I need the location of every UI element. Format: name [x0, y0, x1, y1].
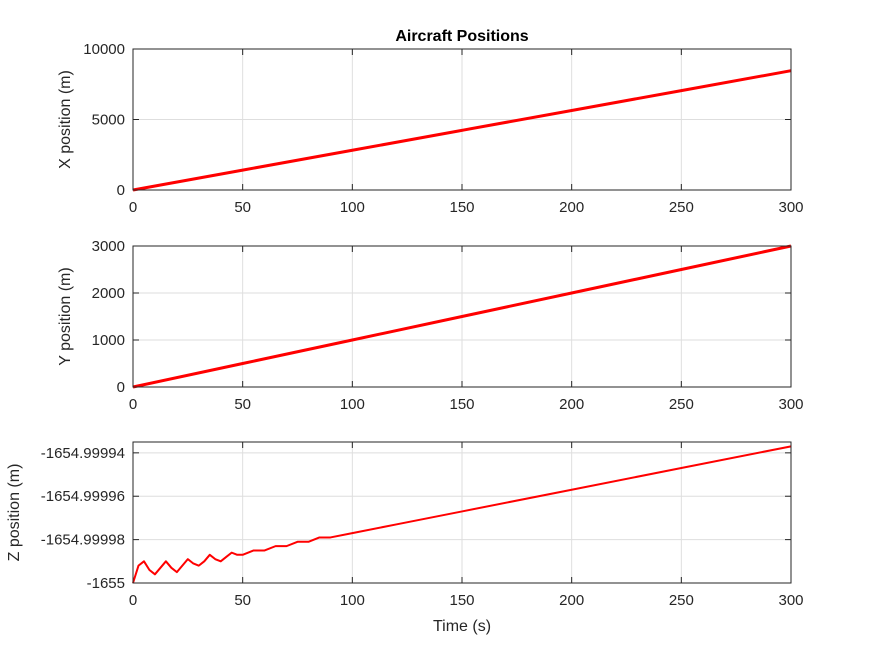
- x-tick-label: 0: [129, 592, 137, 609]
- x-tick-label: 50: [234, 592, 251, 609]
- x-tick-label: 300: [778, 199, 803, 216]
- x-tick-label: 50: [234, 199, 251, 216]
- y-tick-label: 5000: [92, 112, 125, 129]
- x-tick-label: 200: [559, 396, 584, 413]
- y-axis-label: Y position (m): [57, 267, 74, 365]
- x-tick-label: 250: [669, 199, 694, 216]
- x-tick-label: 0: [129, 199, 137, 216]
- x-axis-label: Time (s): [433, 618, 491, 635]
- y-tick-label: 0: [117, 182, 125, 199]
- x-tick-label: 250: [669, 396, 694, 413]
- y-axis-label: X position (m): [57, 70, 74, 169]
- x-tick-label: 0: [129, 396, 137, 413]
- x-tick-label: 150: [449, 396, 474, 413]
- x-tick-label: 200: [559, 592, 584, 609]
- y-tick-label: -1654.99994: [41, 445, 125, 462]
- chart-title: Aircraft Positions: [395, 28, 528, 45]
- series-line-0: [132, 244, 792, 389]
- y-tick-label: 2000: [92, 285, 125, 302]
- x-tick-label: 150: [449, 592, 474, 609]
- x-tick-label: 100: [340, 396, 365, 413]
- x-tick-label: 300: [778, 592, 803, 609]
- y-tick-label: -1654.99998: [41, 532, 125, 549]
- y-tick-label: 0: [117, 379, 125, 396]
- x-tick-label: 50: [234, 396, 251, 413]
- y-tick-label: -1655: [87, 575, 125, 592]
- subplot-z-position: 0 50 100 150 200 250 300 -1655 -1654.99998 -1654.…: [6, 441, 804, 609]
- subplot-x-position: 0 50 100 150 200 250 300 0 5000 10000 X position (…: [57, 41, 804, 216]
- x-tick-label: 200: [559, 199, 584, 216]
- x-tick-label: 100: [340, 592, 365, 609]
- x-tick-label: 100: [340, 199, 365, 216]
- y-tick-label: 1000: [92, 332, 125, 349]
- x-tick-label: 150: [449, 199, 474, 216]
- series-line-0: [132, 445, 792, 584]
- x-tick-label: 300: [778, 396, 803, 413]
- x-tick-label: 250: [669, 592, 694, 609]
- series-line-0: [132, 69, 792, 192]
- y-axis-label: Z position (m): [6, 464, 23, 562]
- y-tick-label: -1654.99996: [41, 488, 125, 505]
- y-tick-label: 10000: [83, 41, 125, 58]
- y-tick-label: 3000: [92, 238, 125, 255]
